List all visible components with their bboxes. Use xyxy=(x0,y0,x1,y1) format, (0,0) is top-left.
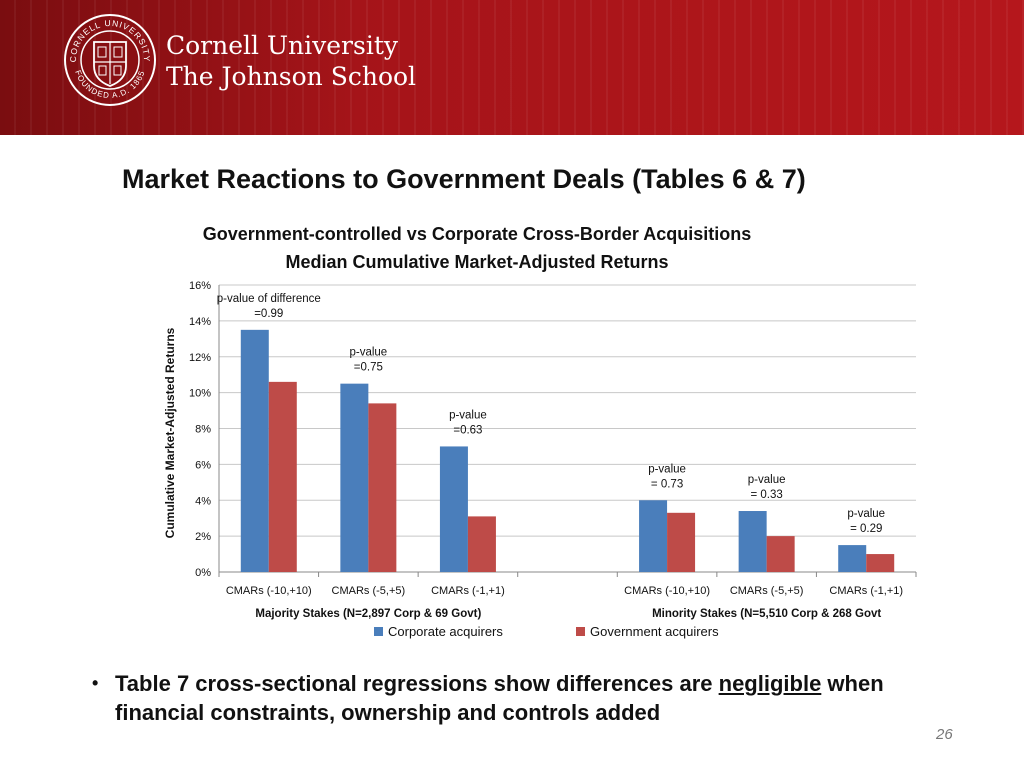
x-tick-label: CMARs (-5,+5) xyxy=(332,585,406,597)
p-value-annotations: p-value of difference =0.99 p-value =0.75 p-… xyxy=(217,293,885,535)
bar-government xyxy=(368,403,397,572)
returns-bar-chart: Government-controlled vs Corporate Cross… xyxy=(163,224,917,639)
p-value-number: = 0.73 xyxy=(651,478,683,490)
x-tick-label: CMARs (-10,+10) xyxy=(226,585,312,597)
school-name: The Johnson School xyxy=(166,62,417,91)
y-tick-label: 14% xyxy=(189,316,211,328)
x-tick-label: CMARs (-10,+10) xyxy=(624,585,710,597)
p-value-label: p-value xyxy=(349,347,387,359)
bar-government xyxy=(866,554,895,572)
p-value-label: p-value xyxy=(648,463,686,475)
y-tick-label: 0% xyxy=(195,567,211,579)
brand-wordmark: Cornell University The Johnson School xyxy=(166,30,416,92)
x-tick-label: CMARs (-1,+1) xyxy=(829,585,903,597)
university-name: Cornell University xyxy=(166,31,398,60)
group-label: Majority Stakes (N=2,897 Corp & 69 Govt) xyxy=(255,608,481,620)
y-tick-label: 6% xyxy=(195,459,211,471)
legend-swatch xyxy=(576,627,585,636)
bullet-text-end: when financial constraints, ownership an… xyxy=(115,671,884,725)
p-value-label: p-value xyxy=(449,409,487,421)
legend-swatch xyxy=(374,627,383,636)
p-value-number: = 0.33 xyxy=(750,489,782,501)
p-value-label: p-value xyxy=(847,508,885,520)
chart-subtitle: Median Cumulative Market-Adjusted Return… xyxy=(285,252,668,272)
y-tick-label: 4% xyxy=(195,495,211,507)
p-value-number: = 0.29 xyxy=(850,523,882,535)
cornell-seal-icon: CORNELL UNIVERSITY FOUNDED A.D. 1865 xyxy=(64,14,156,106)
bar-corporate xyxy=(738,511,767,572)
legend-label: Government acquirers xyxy=(590,624,719,639)
legend-label: Corporate acquirers xyxy=(388,624,503,639)
axis-labels: 0% 2% 4% 6% 8% 10% 12% 14% 16% CMARs (-10,+10) CMA… xyxy=(189,280,903,620)
x-tick-label: CMARs (-1,+1) xyxy=(431,585,505,597)
grid-lines xyxy=(218,284,917,577)
bar-corporate xyxy=(439,446,468,572)
p-value-label: p-value of difference xyxy=(217,293,321,305)
chart-legend: Corporate acquirers Government acquirers xyxy=(374,624,719,639)
bar-corporate xyxy=(639,500,668,572)
bar-government xyxy=(268,381,297,572)
page-number: 26 xyxy=(936,726,953,743)
chart-title: Government-controlled vs Corporate Cross… xyxy=(203,224,751,244)
bullet-emphasis: negligible xyxy=(718,671,822,696)
bar-corporate xyxy=(240,329,269,572)
bullet-text-start: Table 7 cross-sectional regressions show… xyxy=(115,671,719,696)
y-tick-label: 8% xyxy=(195,424,211,436)
p-value-number: =0.63 xyxy=(453,424,482,436)
header-banner: CORNELL UNIVERSITY FOUNDED A.D. 1865 Cor… xyxy=(0,0,1024,135)
group-label: Minority Stakes (N=5,510 Corp & 268 Govt xyxy=(652,608,881,620)
y-tick-label: 10% xyxy=(189,388,211,400)
y-axis-label: Cumulative Market-Adjusted Returns xyxy=(163,327,177,538)
bars xyxy=(240,329,895,572)
p-value-number: =0.99 xyxy=(254,308,283,320)
bullet-text: Table 7 cross-sectional regressions show… xyxy=(115,669,975,727)
y-tick-label: 16% xyxy=(189,280,211,292)
slide-title: Market Reactions to Government Deals (Ta… xyxy=(122,164,806,194)
y-tick-label: 12% xyxy=(189,352,211,364)
bar-government xyxy=(667,512,696,572)
p-value-number: =0.75 xyxy=(354,362,383,374)
y-tick-label: 2% xyxy=(195,531,211,543)
x-tick-label: CMARs (-5,+5) xyxy=(730,585,804,597)
bullet-icon: • xyxy=(92,673,99,693)
bar-corporate xyxy=(838,545,867,572)
bar-government xyxy=(467,516,496,572)
bar-corporate xyxy=(340,383,369,572)
banner-texture xyxy=(0,0,1024,135)
p-value-label: p-value xyxy=(748,474,786,486)
bar-government xyxy=(766,536,795,572)
